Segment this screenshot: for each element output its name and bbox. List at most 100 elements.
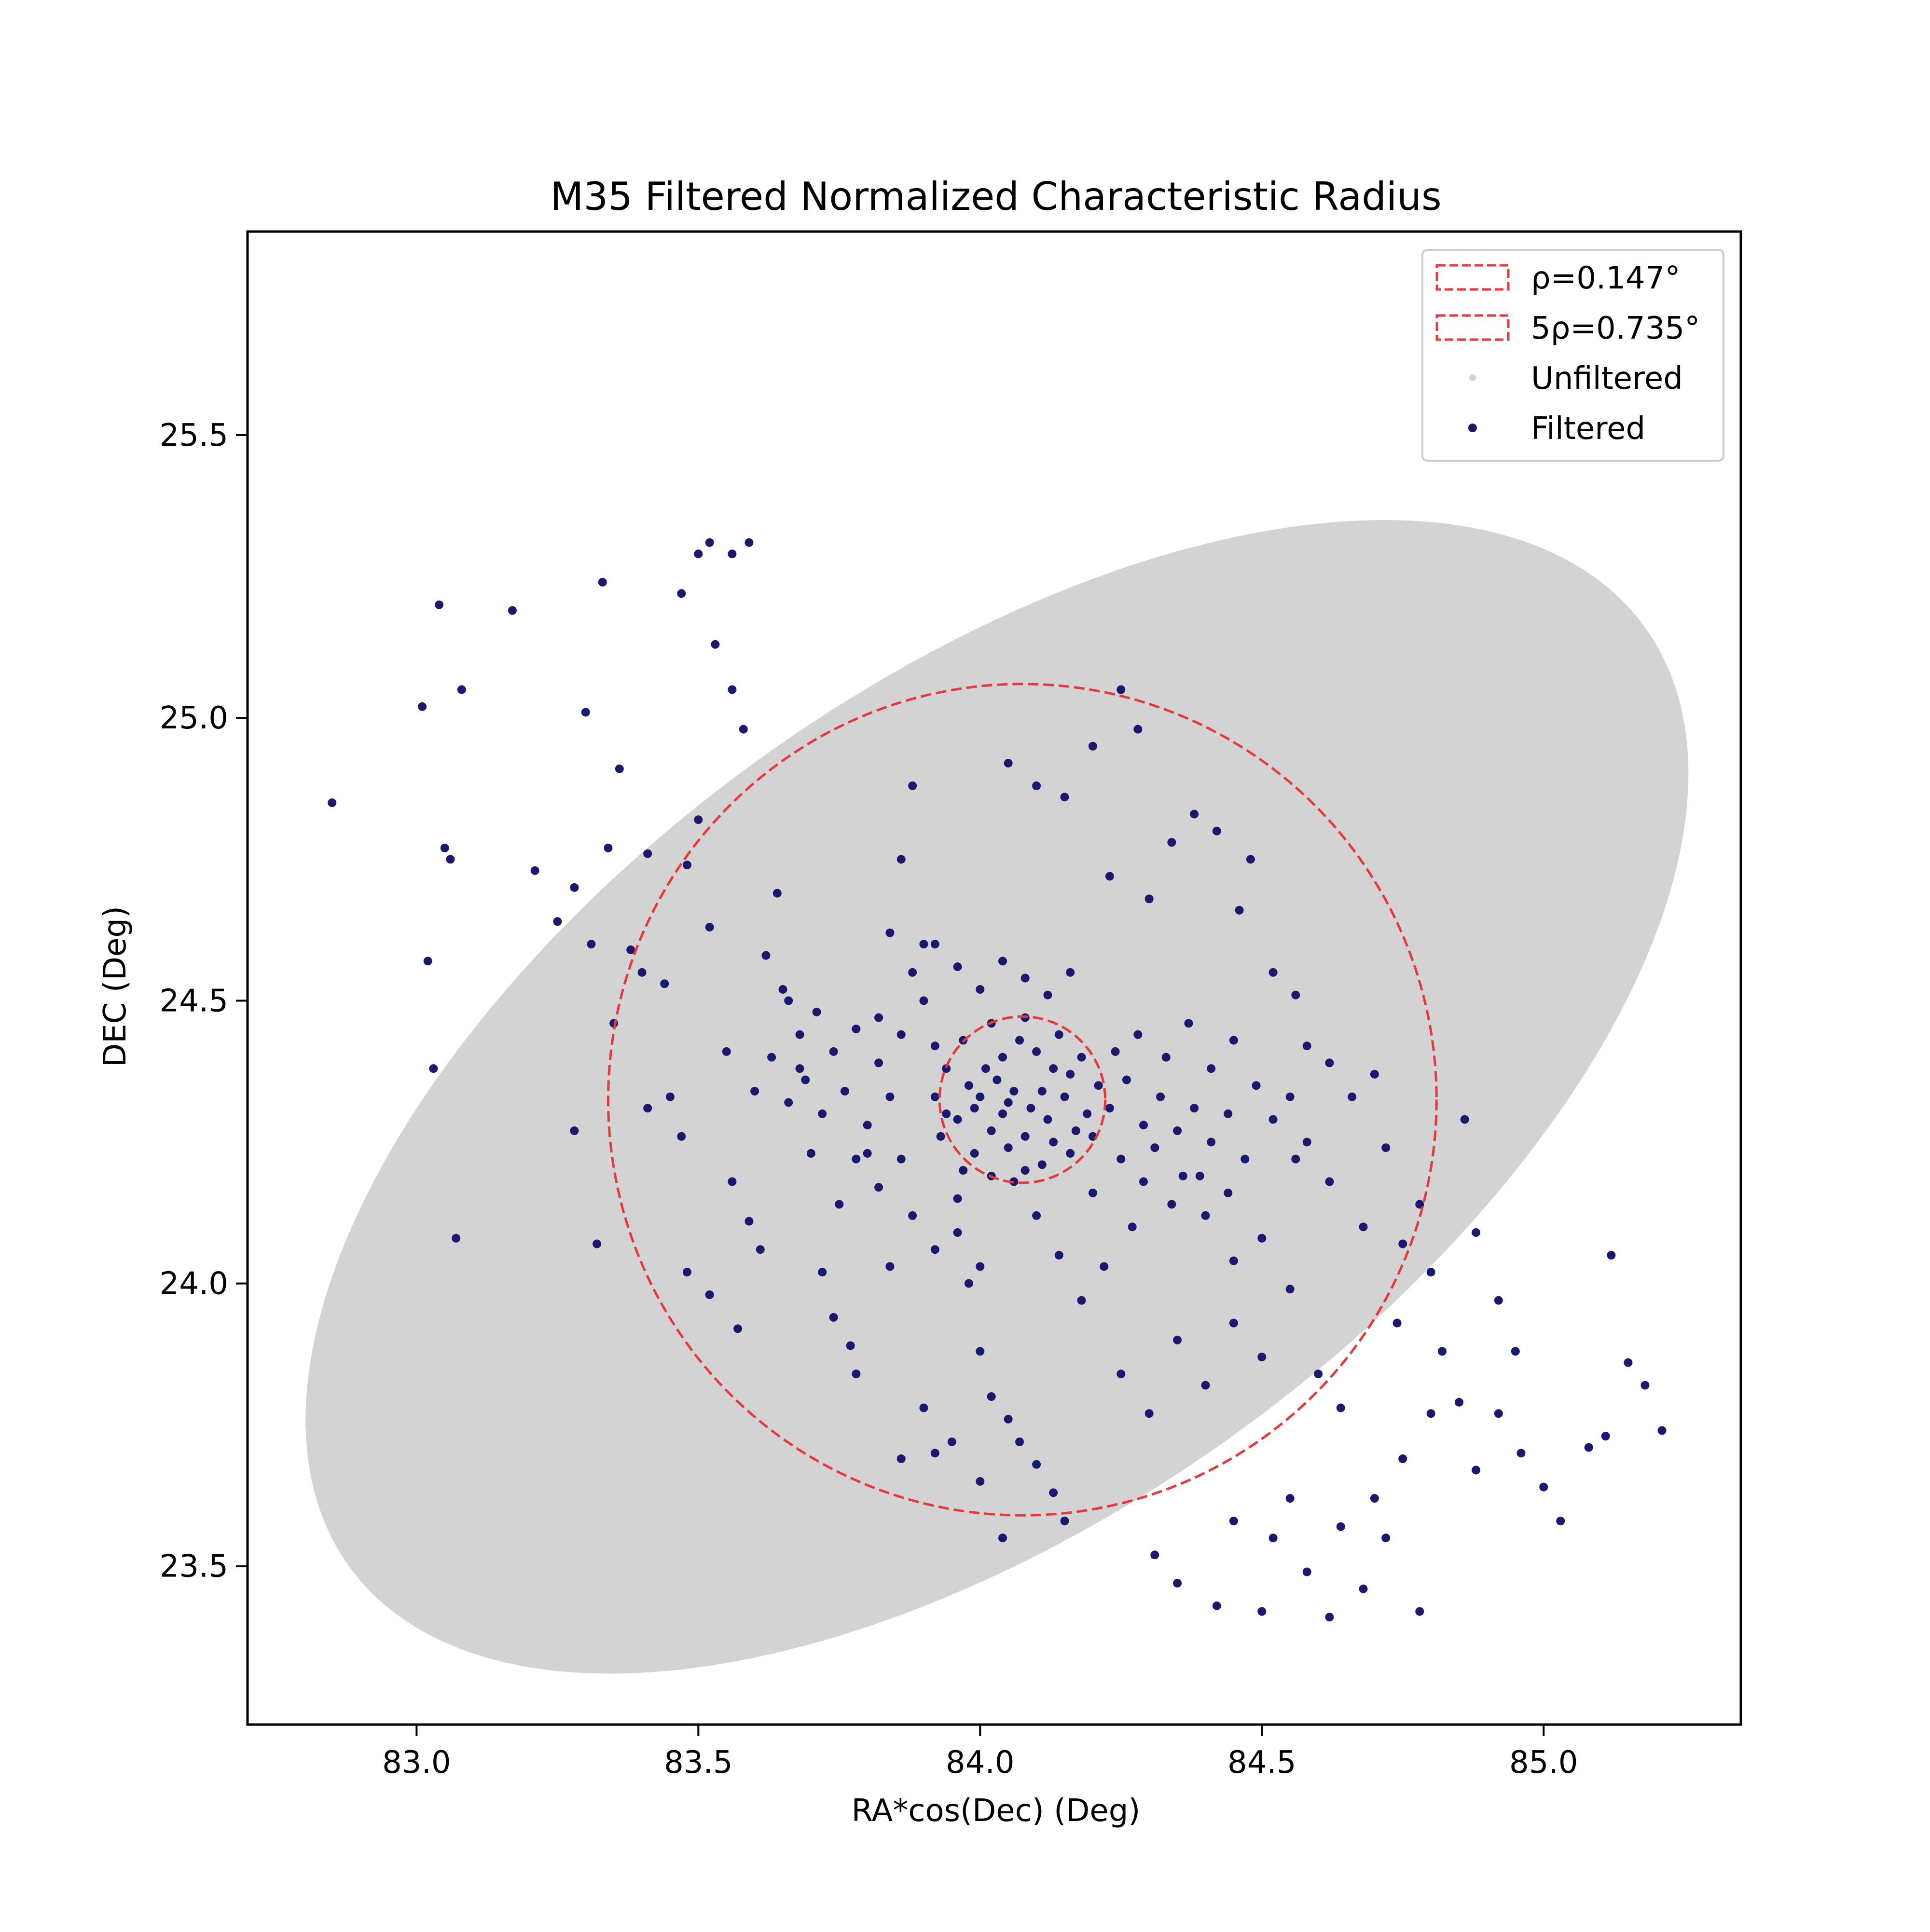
filtered-point <box>1032 1460 1041 1469</box>
filtered-point <box>1325 1177 1334 1186</box>
filtered-point <box>1004 759 1013 768</box>
legend-box <box>1421 249 1724 462</box>
filtered-point <box>1015 1036 1024 1045</box>
filtered-point <box>1472 1228 1481 1237</box>
series-filtered <box>328 538 1667 1622</box>
filtered-point <box>1426 1268 1435 1277</box>
filtered-point <box>1054 1030 1063 1039</box>
filtered-point <box>942 1109 951 1118</box>
filtered-point <box>976 1262 985 1271</box>
filtered-point <box>643 849 652 858</box>
filtered-point <box>998 1109 1007 1118</box>
filtered-point <box>795 1030 804 1039</box>
filtered-point <box>682 1268 691 1277</box>
filtered-point <box>1178 1171 1187 1180</box>
filtered-point <box>1359 1222 1368 1232</box>
x-tick-label: 85.0 <box>1509 1745 1578 1781</box>
filtered-point <box>1348 1092 1357 1101</box>
plot-frame <box>246 230 1742 1726</box>
filtered-point <box>1066 968 1075 977</box>
filtered-point <box>959 1166 968 1175</box>
y-axis-label: DEC (Deg) <box>97 906 133 1067</box>
filtered-point <box>1026 1104 1035 1113</box>
filtered-point <box>1032 1211 1041 1220</box>
filtered-point <box>1539 1482 1548 1492</box>
filtered-point <box>1156 1092 1165 1101</box>
filtered-point <box>1032 781 1041 790</box>
filtered-point <box>993 1075 1002 1084</box>
y-tick-label: 25.5 <box>160 418 229 453</box>
filtered-point <box>643 1104 652 1113</box>
filtered-point <box>1246 855 1255 864</box>
filtered-point <box>1314 1370 1323 1379</box>
filtered-point <box>1066 1069 1075 1079</box>
x-tick-label: 83.0 <box>382 1745 451 1781</box>
filtered-point <box>852 1370 861 1379</box>
filtered-point <box>942 1064 951 1073</box>
filtered-point <box>874 1183 883 1192</box>
filtered-point <box>598 577 607 587</box>
legend-swatch-circle <box>1435 314 1510 341</box>
filtered-point <box>1167 838 1176 847</box>
filtered-point <box>581 708 590 717</box>
filtered-point <box>1037 1160 1047 1169</box>
filtered-point <box>981 1064 990 1073</box>
filtered-point <box>863 1121 872 1130</box>
filtered-point <box>896 1154 906 1164</box>
filtered-point <box>885 928 895 937</box>
filtered-point <box>553 917 562 926</box>
filtered-point <box>1105 1104 1114 1113</box>
filtered-point <box>570 1126 579 1136</box>
filtered-point <box>739 725 748 734</box>
filtered-point <box>694 815 703 824</box>
filtered-point <box>1285 1092 1295 1101</box>
filtered-point <box>835 1200 844 1209</box>
filtered-point <box>1359 1584 1368 1593</box>
filtered-point <box>1207 1064 1216 1073</box>
filtered-point <box>1455 1398 1464 1407</box>
filtered-point <box>1224 1109 1233 1118</box>
filtered-point <box>705 922 714 932</box>
filtered-point <box>1043 1115 1052 1124</box>
legend-label: ρ=0.147° <box>1531 260 1680 296</box>
filtered-point <box>1302 1041 1311 1051</box>
filtered-point <box>1285 1494 1295 1503</box>
filtered-point <box>818 1268 827 1277</box>
unfiltered-points-region <box>305 520 1689 1674</box>
filtered-point <box>1201 1211 1210 1220</box>
filtered-point <box>728 685 737 694</box>
y-tick-label: 24.5 <box>160 983 229 1019</box>
filtered-point <box>1640 1381 1650 1390</box>
filtered-point <box>1088 1188 1097 1197</box>
filtered-point <box>1268 1115 1278 1124</box>
filtered-point <box>795 1064 804 1073</box>
filtered-point <box>953 962 962 972</box>
filtered-point <box>1212 826 1221 836</box>
filtered-point <box>1398 1239 1407 1248</box>
filtered-point <box>705 538 714 547</box>
filtered-point <box>530 866 539 875</box>
filtered-point <box>998 957 1007 966</box>
filtered-point <box>976 1347 985 1356</box>
filtered-point <box>970 1104 979 1113</box>
filtered-point <box>1325 1058 1334 1068</box>
filtered-point <box>1049 1488 1058 1497</box>
filtered-point <box>418 702 427 711</box>
filtered-point <box>423 957 432 966</box>
filtered-point <box>1460 1115 1469 1124</box>
filtered-point <box>947 1437 956 1446</box>
legend-label: 5ρ=0.735° <box>1531 311 1700 346</box>
filtered-point <box>1224 1188 1233 1197</box>
filtered-point <box>1144 894 1154 904</box>
filtered-point <box>1516 1449 1526 1458</box>
filtered-point <box>761 951 771 960</box>
filtered-point <box>919 1403 928 1412</box>
filtered-point <box>1624 1358 1633 1367</box>
filtered-point <box>1117 685 1126 694</box>
filtered-point <box>1494 1296 1503 1305</box>
filtered-point <box>1252 1081 1261 1090</box>
filtered-point <box>1381 1534 1391 1543</box>
filtered-point <box>987 1392 996 1401</box>
filtered-point <box>1009 1177 1019 1186</box>
filtered-point <box>1077 1296 1086 1305</box>
